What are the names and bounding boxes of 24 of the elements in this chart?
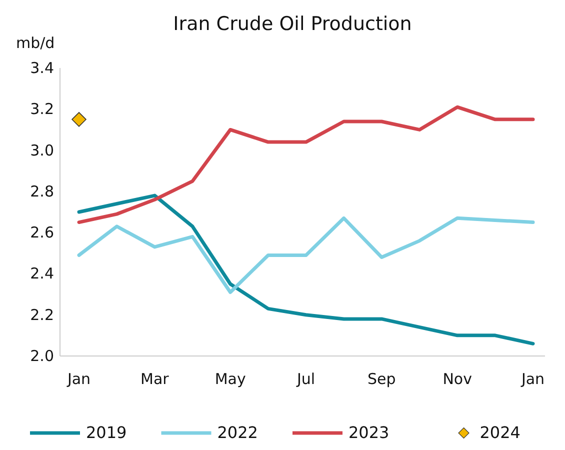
x-tick-label: May <box>214 370 246 388</box>
legend-label: 2023 <box>348 423 390 442</box>
y-tick-label: 3.0 <box>30 141 54 160</box>
y-tick-label: 3.4 <box>30 59 54 77</box>
x-tick-label: Sep <box>368 370 396 388</box>
y-tick-label: 3.2 <box>30 100 54 118</box>
line-series <box>77 216 535 294</box>
x-tick-label: Jan <box>66 370 91 388</box>
x-tick-label: Jul <box>296 370 316 388</box>
x-tick-label: Mar <box>140 370 170 388</box>
y-tick-label: 2.2 <box>30 306 54 324</box>
line-series <box>77 105 535 224</box>
legend-label: 2019 <box>86 423 127 442</box>
y-axis-title: mb/d <box>16 34 55 52</box>
legend-label: 2022 <box>217 423 258 442</box>
chart-title: Iran Crude Oil Production <box>173 13 412 35</box>
y-tick-label: 2.8 <box>30 182 54 200</box>
y-tick-label: 2.6 <box>30 224 54 242</box>
x-tick-label: Nov <box>442 370 472 388</box>
legend-label: 2024 <box>480 423 520 442</box>
y-tick-label: 2.0 <box>30 347 54 365</box>
x-tick-label: Jan <box>520 370 545 388</box>
line-series <box>77 194 535 346</box>
y-tick-label: 2.4 <box>30 264 54 283</box>
